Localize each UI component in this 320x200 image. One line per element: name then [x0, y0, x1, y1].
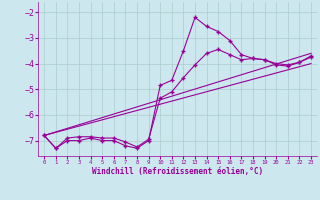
- X-axis label: Windchill (Refroidissement éolien,°C): Windchill (Refroidissement éolien,°C): [92, 167, 263, 176]
